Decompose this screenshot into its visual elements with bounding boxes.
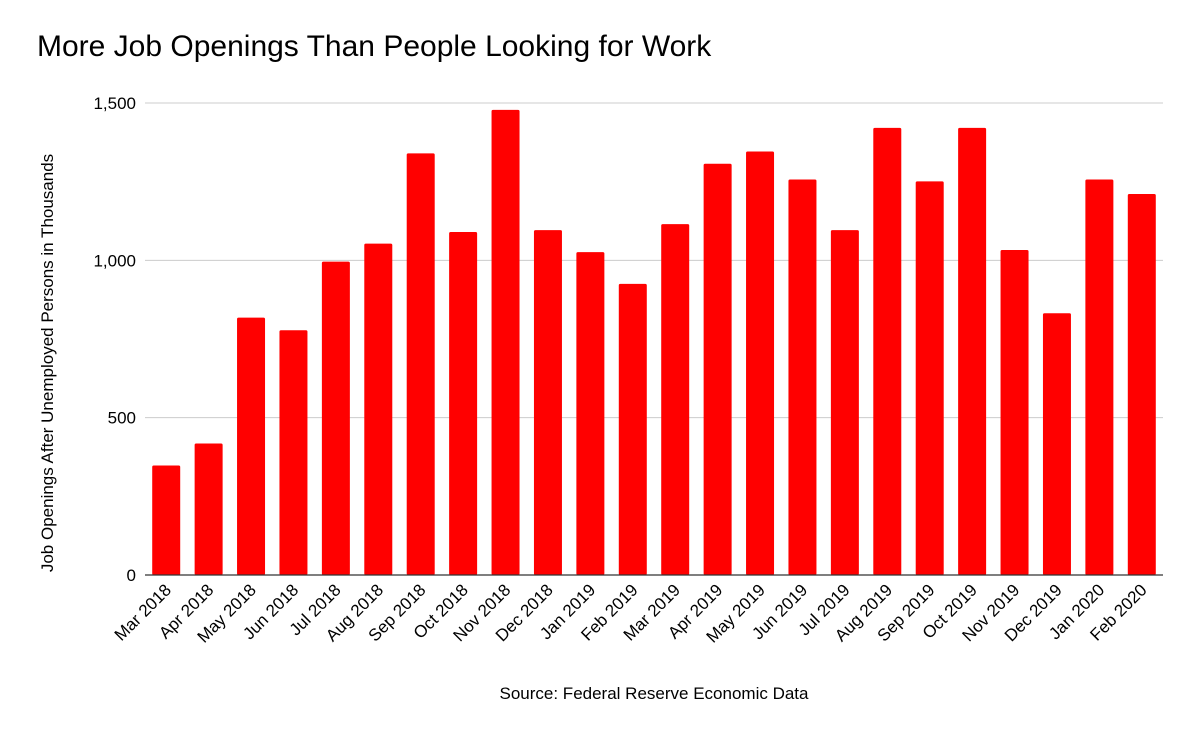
- bar: [449, 232, 478, 575]
- bar: [237, 317, 266, 575]
- bar: [279, 330, 308, 575]
- bar: [576, 252, 605, 576]
- bar: [1085, 179, 1114, 576]
- y-tick-label: 1,500: [93, 94, 136, 113]
- bar: [703, 163, 732, 576]
- x-axis-label: Source: Federal Reserve Economic Data: [500, 684, 810, 703]
- gridlines: [145, 102, 1163, 419]
- bar: [830, 230, 859, 575]
- bar: [1042, 313, 1071, 575]
- bar: [873, 127, 902, 575]
- bar: [321, 261, 350, 575]
- bar: [406, 153, 435, 575]
- y-axis-label: Job Openings After Unemployed Persons in…: [38, 154, 57, 572]
- bar: [915, 181, 944, 576]
- y-tick-label: 500: [108, 409, 136, 428]
- bar: [533, 230, 562, 575]
- bar: [194, 443, 223, 575]
- y-tick-label: 0: [127, 566, 136, 585]
- bar: [491, 109, 520, 575]
- bar: [1000, 249, 1029, 575]
- y-tick-label: 1,000: [93, 251, 136, 270]
- bar: [746, 151, 775, 575]
- bar: [152, 465, 181, 575]
- bar: [1127, 193, 1156, 575]
- bar: [788, 179, 817, 576]
- bar: [618, 283, 647, 575]
- y-tick-labels: 0 500 1,000 1,500: [93, 94, 136, 585]
- bar: [661, 224, 690, 575]
- bar: [364, 243, 393, 575]
- bar: [958, 127, 987, 575]
- chart-title: More Job Openings Than People Looking fo…: [37, 30, 712, 63]
- bars: [152, 109, 1156, 576]
